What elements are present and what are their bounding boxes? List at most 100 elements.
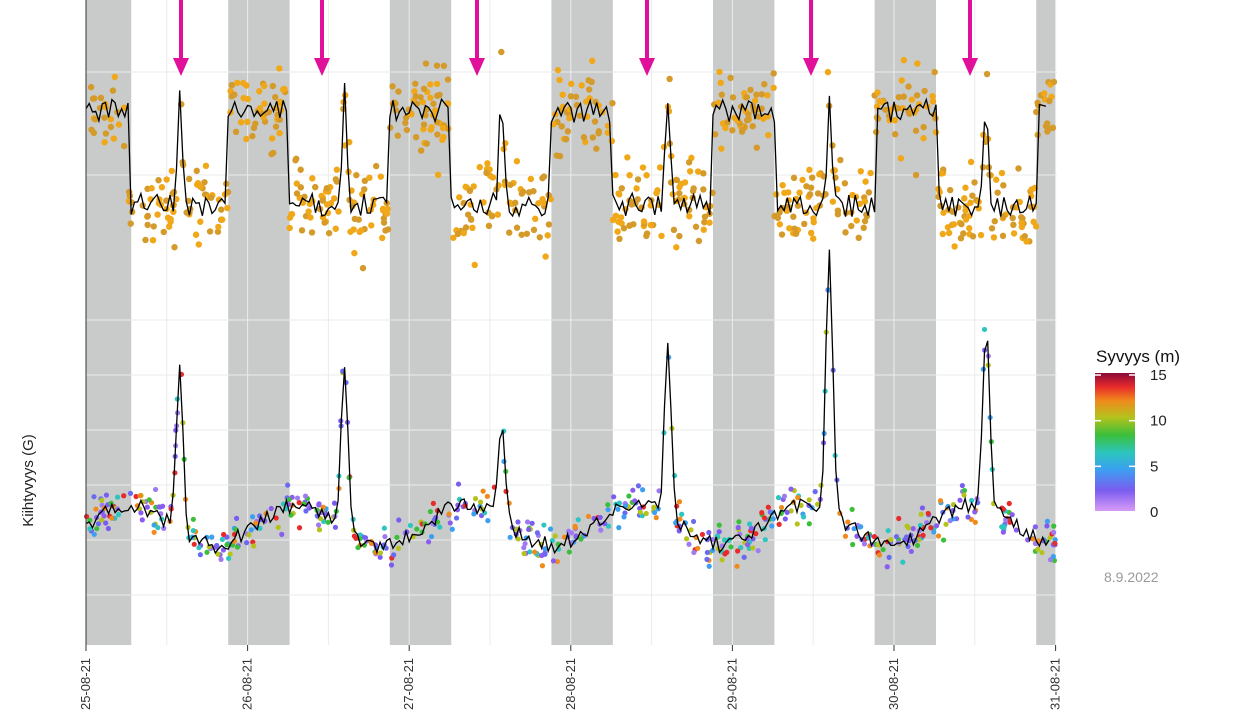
top-point — [305, 208, 312, 215]
top-point — [380, 219, 388, 226]
bottom-point — [501, 458, 507, 465]
top-point — [256, 88, 263, 95]
bottom-point — [527, 549, 533, 555]
top-point — [494, 211, 502, 218]
top-point — [990, 234, 998, 241]
bottom-point — [521, 550, 527, 557]
bottom-point — [302, 493, 309, 499]
bottom-point — [1051, 557, 1057, 564]
bottom-point — [1000, 529, 1006, 535]
bottom-point — [103, 492, 110, 498]
top-point — [127, 220, 134, 227]
bottom-point — [699, 531, 706, 538]
bottom-point — [248, 527, 254, 533]
top-point — [89, 95, 97, 102]
peak-arrow — [639, 0, 655, 76]
top-point — [249, 132, 256, 140]
bottom-point — [704, 556, 710, 562]
top-point — [872, 128, 880, 136]
top-point — [701, 213, 709, 220]
top-point — [615, 190, 622, 197]
top-point — [293, 155, 300, 163]
top-point — [523, 230, 531, 237]
top-point — [420, 121, 428, 128]
top-point — [1021, 233, 1029, 240]
top-point — [559, 103, 567, 111]
bottom-point — [721, 537, 728, 543]
top-point — [1010, 221, 1017, 229]
bottom-point — [355, 544, 361, 551]
top-point — [749, 122, 756, 130]
top-point — [460, 229, 467, 237]
top-point — [411, 88, 418, 95]
date-stamp: 8.9.2022 — [1104, 569, 1159, 585]
legend-tick-label: 0 — [1150, 504, 1158, 521]
bottom-point — [943, 521, 949, 527]
top-point — [814, 190, 822, 197]
bottom-point — [93, 506, 99, 512]
top-point — [192, 231, 200, 238]
bottom-point — [876, 552, 883, 558]
top-point — [1043, 120, 1051, 127]
top-point — [718, 145, 725, 152]
top-point — [908, 96, 916, 103]
top-point — [532, 215, 539, 223]
top-point — [796, 189, 803, 196]
top-point — [874, 89, 881, 96]
top-point — [585, 86, 593, 93]
bottom-point — [454, 507, 461, 513]
top-point — [168, 167, 175, 175]
x-tick-label: 31-08-21 — [1048, 658, 1063, 710]
top-point — [867, 169, 874, 177]
top-point — [727, 74, 734, 82]
x-tick-label: 25-08-21 — [78, 658, 93, 710]
top-point — [801, 220, 808, 228]
top-point — [440, 62, 448, 70]
bottom-point — [950, 516, 956, 522]
top-point — [126, 192, 134, 199]
top-point — [456, 194, 463, 201]
top-point — [87, 83, 95, 91]
bottom-point — [691, 549, 697, 556]
top-point — [626, 222, 633, 229]
top-point — [333, 166, 341, 173]
bottom-point — [94, 526, 100, 532]
top-point — [502, 140, 509, 147]
top-point — [633, 185, 640, 192]
top-point — [857, 168, 864, 175]
top-point — [695, 237, 703, 245]
top-point — [359, 264, 367, 272]
bottom-point — [755, 548, 761, 554]
top-point — [660, 143, 668, 151]
top-point — [434, 131, 441, 138]
top-point — [837, 156, 844, 164]
bottom-point — [549, 537, 555, 544]
bottom-point — [937, 498, 944, 504]
bottom-point — [226, 555, 232, 562]
top-point — [624, 154, 631, 161]
top-point — [865, 189, 873, 196]
legend-ticks: 15 10 5 0 — [1095, 367, 1167, 521]
bottom-point — [736, 519, 742, 525]
top-point — [906, 110, 913, 117]
top-point — [799, 176, 806, 184]
top-point — [567, 93, 575, 100]
top-point — [979, 163, 987, 171]
x-tick-label: 27-08-21 — [401, 658, 416, 710]
bottom-point — [568, 530, 575, 536]
top-point — [215, 223, 222, 231]
top-point — [128, 199, 135, 206]
top-point — [224, 204, 231, 212]
top-point — [755, 113, 762, 120]
bottom-point — [109, 515, 115, 521]
top-point — [439, 124, 447, 132]
top-point — [718, 91, 725, 98]
top-point — [440, 133, 447, 141]
legend-tick-label: 5 — [1150, 458, 1158, 475]
top-point — [914, 60, 921, 67]
bottom-point — [615, 506, 621, 512]
bottom-point — [219, 536, 226, 542]
bottom-point — [676, 499, 683, 505]
bottom-point — [204, 549, 210, 555]
top-point — [377, 173, 385, 180]
